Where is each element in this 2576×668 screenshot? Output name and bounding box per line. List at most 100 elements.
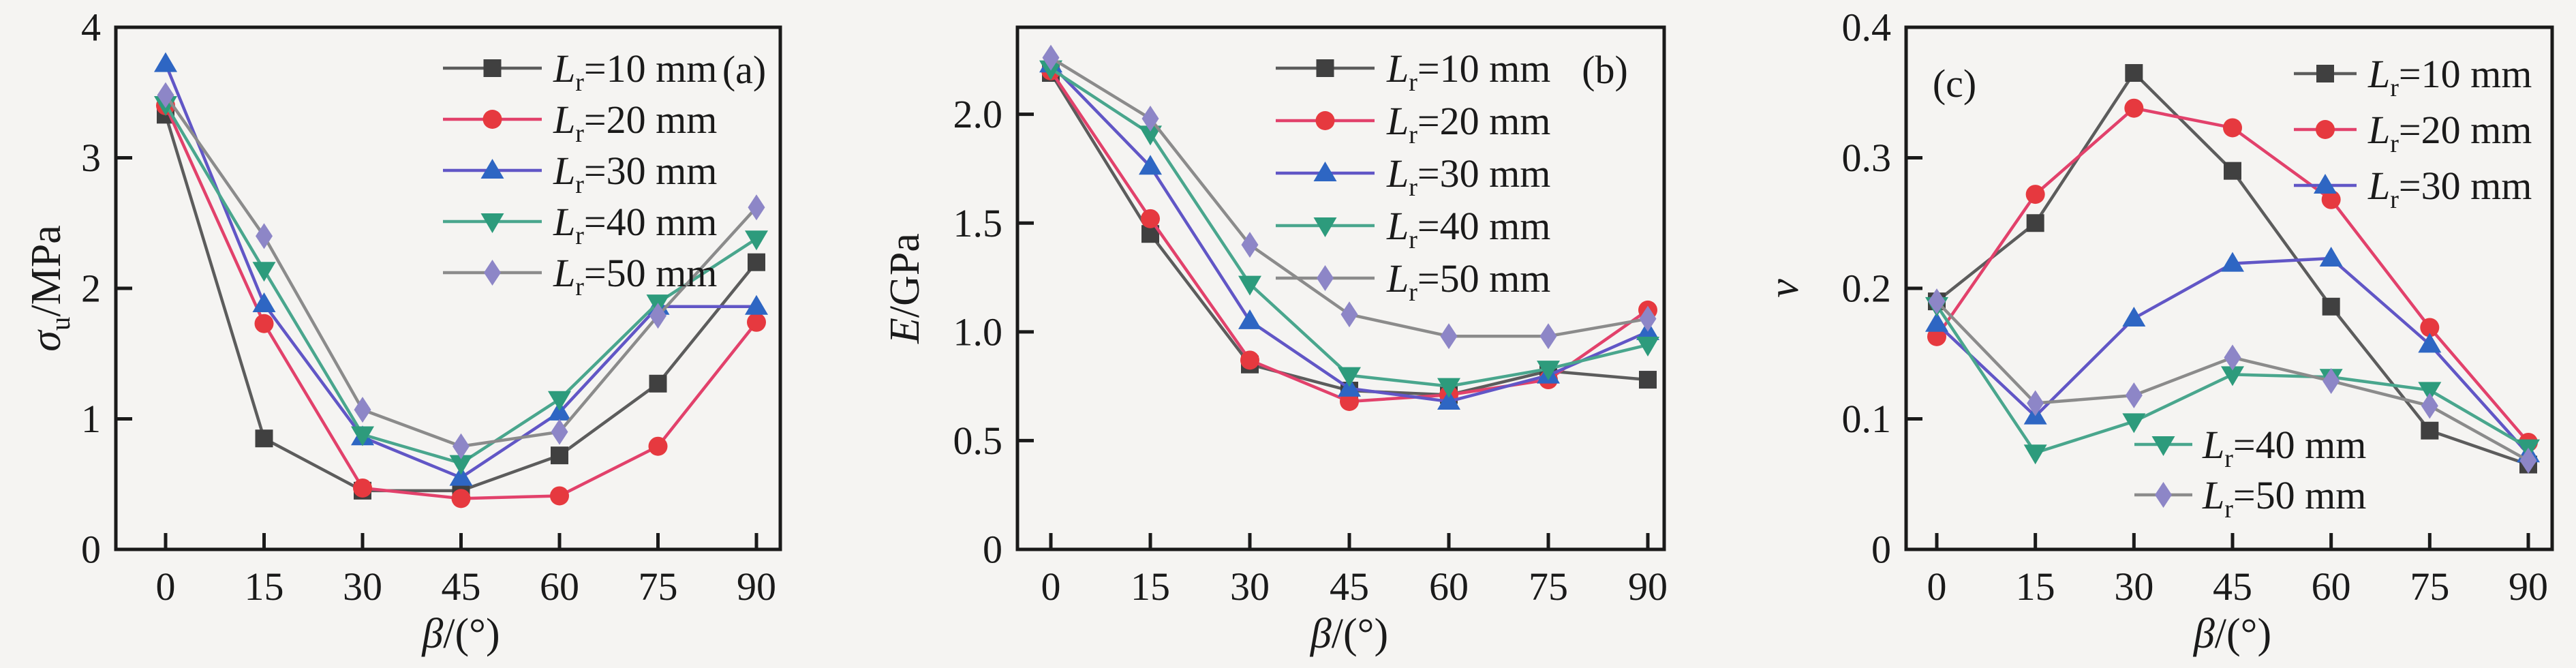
series-2-Lr20 <box>1041 61 1657 411</box>
panel-label: (b) <box>1582 48 1628 92</box>
square-marker <box>2316 65 2334 82</box>
diamond-marker <box>256 223 273 249</box>
series-line <box>1049 56 1649 338</box>
x-tick-label: 75 <box>2410 564 2449 609</box>
triangle-up-marker <box>2122 307 2146 327</box>
legend-item: Lr=20 mm <box>2294 108 2532 158</box>
y-tick-label: 0 <box>1871 528 1891 572</box>
diamond-marker <box>1241 232 1259 258</box>
circle-marker <box>353 478 372 498</box>
diamond-marker <box>2027 390 2044 416</box>
y-tick-label: 0.2 <box>1842 267 1892 311</box>
triangle-up-marker <box>2319 246 2343 267</box>
legend-item: Lr=30 mm <box>1276 151 1550 202</box>
x-tick-label: 0 <box>156 564 176 609</box>
diamond-marker <box>2519 447 2537 474</box>
diamond-marker <box>484 260 501 286</box>
triangle-down-marker <box>1636 336 1659 356</box>
circle-marker <box>1340 391 1359 411</box>
y-tick-label: 0.4 <box>1842 5 1892 50</box>
triangle-up-marker <box>154 52 177 72</box>
legend-item: Lr=40 mm <box>1276 204 1550 254</box>
triangle-down-marker <box>548 391 571 411</box>
square-marker <box>649 374 667 393</box>
diamond-marker <box>1539 323 1557 350</box>
x-axis-title: β/(°) <box>2193 611 2271 657</box>
diamond-marker <box>1440 323 1458 350</box>
square-marker <box>1639 371 1657 389</box>
legend-item: Lr=30 mm <box>2294 164 2532 214</box>
legend-item: Lr=50 mm <box>2134 473 2366 523</box>
legend-label: Lr=30 mm <box>2367 164 2532 214</box>
legend-label: Lr=40 mm <box>1386 204 1550 254</box>
panel-label: (c) <box>1933 61 1976 106</box>
diamond-marker <box>354 397 371 423</box>
square-marker <box>2224 162 2241 180</box>
legend-label: Lr=20 mm <box>2367 108 2532 158</box>
legend-item: Lr=50 mm <box>443 251 717 301</box>
circle-marker <box>2321 189 2341 209</box>
square-marker <box>255 429 273 448</box>
triangle-up-marker <box>2418 333 2442 353</box>
axes: 0 1 2 3 4 0 15 30 45 60 75 90 <box>81 5 782 609</box>
x-tick-label: 60 <box>540 564 579 609</box>
legend-label: Lr=40 mm <box>553 200 717 250</box>
triangle-down-marker <box>1313 217 1337 237</box>
panel-c: 0 0.1 0.2 0.3 0.4 0 15 30 45 60 75 90 ν β/(°) Lr=10 mm… <box>1717 0 2576 668</box>
circle-marker <box>1927 327 1946 346</box>
diamond-marker <box>748 194 765 221</box>
y-tick-label: 1 <box>81 397 101 441</box>
circle-marker <box>2316 120 2335 139</box>
square-marker <box>2322 297 2340 316</box>
square-marker <box>551 446 568 465</box>
axes: 0 0.5 1.0 1.5 2.0 0 15 30 45 60 75 90 <box>953 25 1668 609</box>
diamond-marker <box>2155 482 2172 508</box>
legend-label: Lr=20 mm <box>553 97 717 148</box>
square-marker <box>2026 214 2044 232</box>
triangle-down-marker <box>351 426 374 446</box>
x-tick-label: 45 <box>442 564 481 609</box>
y-tick-label: 0 <box>983 528 1002 572</box>
triangle-down-marker <box>480 213 504 233</box>
y-tick-label: 1.5 <box>953 201 1003 245</box>
y-axis-title: σu/MPa <box>23 225 76 351</box>
square-marker <box>1316 59 1334 77</box>
x-tick-label: 15 <box>1131 564 1170 609</box>
x-tick-label: 60 <box>2312 564 2351 609</box>
triangle-up-marker <box>252 292 276 312</box>
triangle-down-marker <box>2023 444 2047 465</box>
circle-marker <box>747 312 766 332</box>
circle-marker <box>1240 350 1259 370</box>
x-tick-label: 90 <box>2509 564 2548 609</box>
series-1-Lr10 <box>1042 64 1657 404</box>
triangle-up-marker <box>1437 389 1460 410</box>
legend-item: Lr=20 mm <box>1276 99 1550 149</box>
circle-marker <box>2025 185 2045 204</box>
x-tick-label: 0 <box>1927 564 1947 609</box>
circle-marker <box>2420 318 2440 337</box>
legend-label: Lr=40 mm <box>2202 423 2366 473</box>
x-tick-label: 30 <box>343 564 382 609</box>
triangle-up-marker <box>2221 252 2244 272</box>
triangle-down-marker <box>1139 125 1162 146</box>
triangle-down-marker <box>2221 366 2244 386</box>
x-tick-label: 75 <box>1529 564 1568 609</box>
diamond-marker <box>649 303 666 329</box>
triangle-up-marker <box>1238 309 1261 329</box>
legend-label: Lr=50 mm <box>2202 473 2366 523</box>
series-5-Lr50 <box>1042 44 1657 350</box>
panel-a: 0 1 2 3 4 0 15 30 45 60 75 90 σu/MPa β/(°) Lr=10 mm Lr=… <box>0 0 859 668</box>
triangle-down-marker <box>1338 367 1361 387</box>
panel-label: (a) <box>722 48 766 92</box>
series-5-Lr50 <box>157 82 765 459</box>
y-tick-label: 1.0 <box>953 309 1003 354</box>
legend-item: Lr=40 mm <box>2134 423 2366 473</box>
square-marker <box>2421 421 2439 440</box>
triangle-down-marker <box>745 230 768 251</box>
diamond-marker <box>2125 382 2143 409</box>
x-tick-label: 30 <box>2114 564 2153 609</box>
circle-marker <box>482 110 502 129</box>
legend-label: Lr=10 mm <box>2367 52 2532 102</box>
y-tick-label: 3 <box>81 136 101 180</box>
